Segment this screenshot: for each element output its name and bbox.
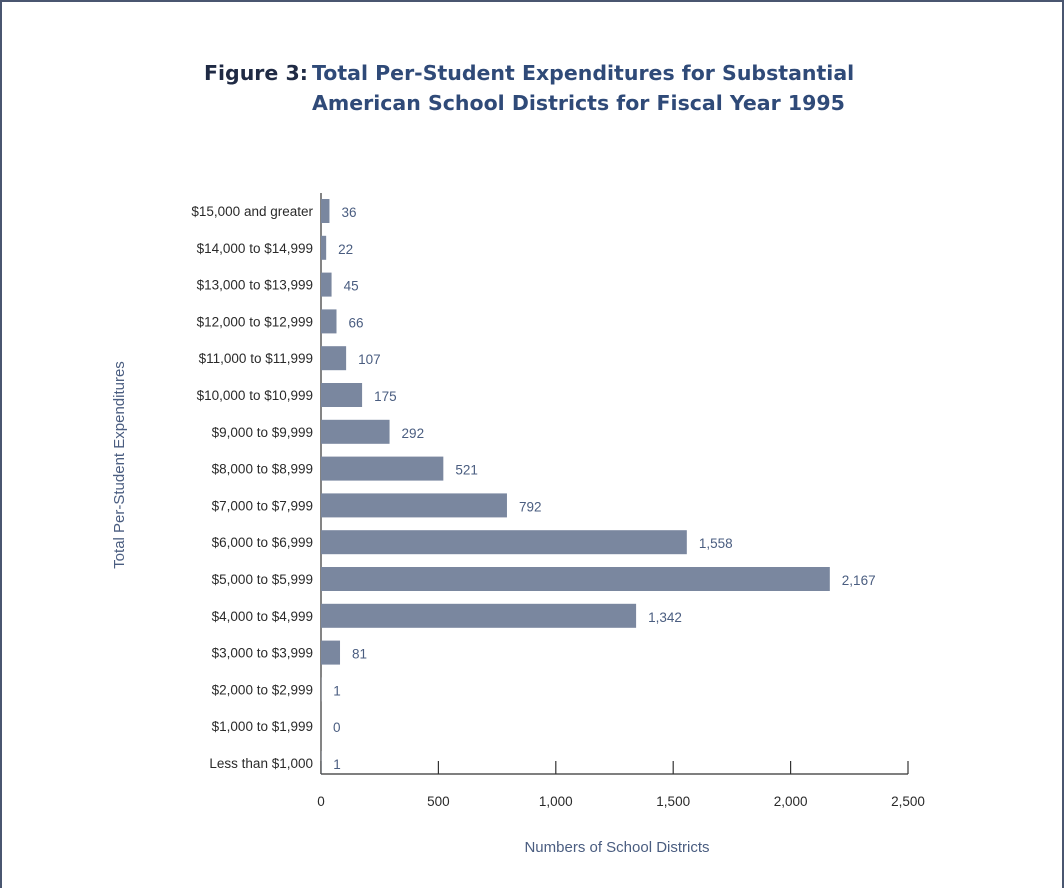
bar-value-label: 66	[348, 315, 363, 330]
bar-value-label: 0	[333, 720, 341, 735]
bar	[321, 346, 347, 371]
bar	[321, 640, 341, 665]
bar-value-label: 81	[352, 647, 367, 662]
bar-value-label: 1,558	[699, 536, 733, 551]
y-category-label: $8,000 to $8,999	[212, 462, 313, 477]
bar	[321, 530, 687, 555]
bar	[321, 567, 830, 591]
y-category-label: $9,000 to $9,999	[212, 425, 313, 440]
bar-value-label: 1,342	[648, 610, 682, 625]
bar-value-label: 45	[344, 279, 359, 294]
plot-area: 0 500 1,000 1,500 2,000 2,500 $15,000 and grea…	[191, 193, 925, 809]
y-category-label: $12,000 to $12,999	[197, 314, 313, 329]
bar-value-label: 107	[358, 352, 381, 367]
bar-value-label: 792	[519, 499, 542, 514]
bar-value-label: 521	[455, 463, 478, 478]
y-axis-title: Total Per-Student Expenditures	[111, 361, 128, 569]
y-category-label: $10,000 to $10,999	[197, 388, 313, 403]
y-category-label: $2,000 to $2,999	[212, 682, 313, 697]
y-category-label: Less than $1,000	[209, 756, 313, 771]
x-axis-title: Numbers of School Districts	[524, 839, 709, 856]
bar	[321, 456, 444, 481]
bar-value-label: 36	[341, 205, 356, 220]
bar-value-label: 1	[333, 757, 341, 772]
y-category-label: $6,000 to $6,999	[212, 535, 313, 550]
bar-value-label: 1	[333, 683, 341, 698]
x-tick-label: 1,000	[539, 794, 573, 809]
bar-value-label: 22	[338, 242, 353, 257]
figure-header: Figure 3: Total Per-Student Expenditures…	[204, 58, 872, 118]
y-category-label: $4,000 to $4,999	[212, 609, 313, 624]
figure-label: Figure 3:	[204, 61, 308, 85]
y-category-label: $11,000 to $11,999	[199, 351, 313, 366]
bar	[321, 419, 390, 444]
y-category-label: $3,000 to $3,999	[212, 646, 313, 661]
bar	[321, 383, 363, 407]
bar-value-label: 292	[402, 426, 425, 441]
x-tick-label: 0	[317, 794, 325, 809]
bar	[321, 493, 507, 518]
y-category-label: $1,000 to $1,999	[212, 719, 313, 734]
bar	[321, 309, 337, 334]
x-tick-label: 2,000	[774, 794, 808, 809]
y-category-label: $15,000 and greater	[191, 204, 313, 219]
bar	[321, 603, 637, 628]
x-tick-label: 500	[427, 794, 450, 809]
bar-value-label: 175	[374, 389, 397, 404]
x-tick-label: 1,500	[656, 794, 690, 809]
bar	[321, 272, 332, 297]
x-tick-label: 2,500	[891, 794, 925, 809]
y-category-label: $14,000 to $14,999	[197, 241, 313, 256]
bar	[321, 235, 327, 260]
figure-title: Total Per-Student Expenditures for Subst…	[312, 61, 855, 115]
bar	[321, 199, 330, 223]
y-category-label: $13,000 to $13,999	[197, 278, 313, 293]
y-category-label: $7,000 to $7,999	[212, 498, 313, 513]
y-category-label: $5,000 to $5,999	[212, 572, 313, 587]
bar-value-label: 2,167	[842, 573, 876, 588]
